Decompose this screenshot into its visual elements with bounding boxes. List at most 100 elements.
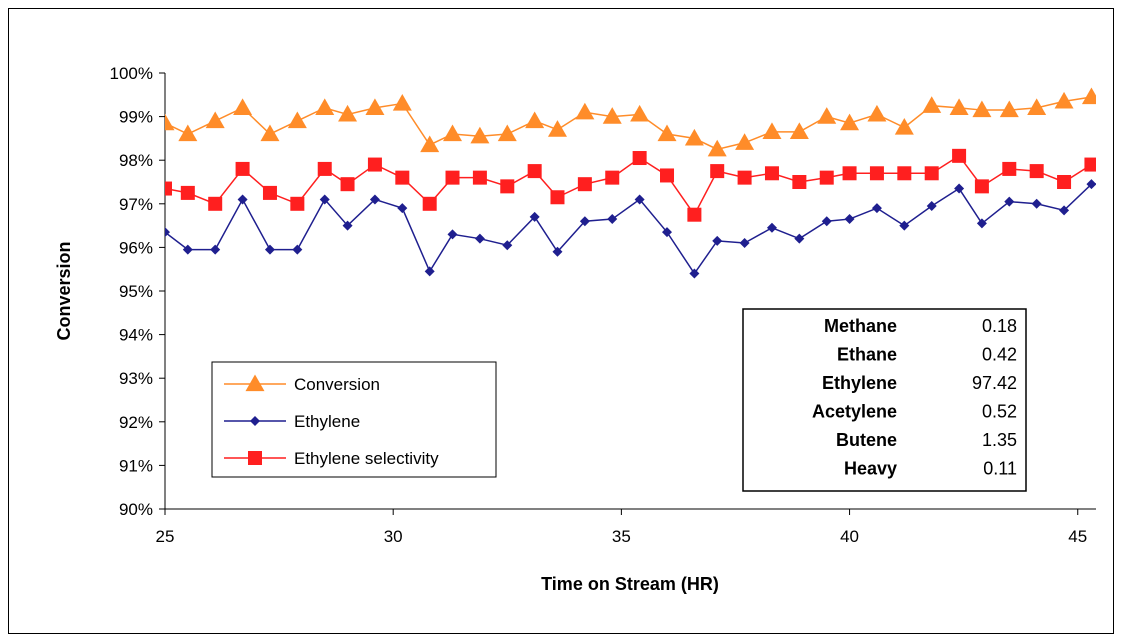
diamond-marker <box>552 246 563 257</box>
diamond-marker <box>474 233 485 244</box>
y-tick-label: 96% <box>119 238 153 257</box>
square-marker <box>527 164 542 179</box>
diamond-marker <box>1086 179 1096 190</box>
square-marker <box>1002 161 1017 176</box>
legend-item: Ethylene selectivity <box>224 449 439 468</box>
diamond-marker <box>529 211 540 222</box>
square-marker <box>165 181 172 196</box>
square-marker <box>422 196 437 211</box>
diamond-marker <box>689 268 700 279</box>
square-marker <box>792 175 807 189</box>
triangle-marker <box>245 374 265 392</box>
table-row: Ethylene 97.42 <box>822 373 1017 393</box>
series-line <box>165 95 1096 151</box>
square-marker <box>924 166 939 181</box>
series-conversion <box>165 85 1125 157</box>
legend-item: Ethylene <box>224 412 360 431</box>
triangle-marker <box>735 133 755 150</box>
legend-label: Ethylene selectivity <box>294 449 439 468</box>
legend-label: Ethylene <box>294 412 360 431</box>
y-tick-label: 94% <box>119 326 153 345</box>
diamond-marker <box>165 227 170 238</box>
square-marker <box>1084 157 1096 172</box>
table-row-label: Acetylene <box>812 402 897 422</box>
table-row: Butene 1.35 <box>836 430 1017 450</box>
triangle-marker <box>443 124 463 142</box>
y-tick-label: 92% <box>119 413 153 432</box>
diamond-marker <box>424 266 435 277</box>
table-row-value: 0.52 <box>982 402 1017 422</box>
table-row-value: 1.35 <box>982 430 1017 450</box>
y-tick-label: 97% <box>119 195 153 214</box>
diamond-marker <box>133 264 143 274</box>
y-axis-title: Conversion <box>54 241 74 340</box>
triangle-marker <box>949 98 969 116</box>
triangle-marker <box>867 104 887 122</box>
triangle-marker <box>315 98 335 116</box>
table-row-label: Ethylene <box>822 373 897 393</box>
diamond-marker <box>1059 205 1070 216</box>
legend: Conversion Ethylene Ethylene selectivity <box>211 361 497 478</box>
y-tick-label: 91% <box>119 456 153 475</box>
table-row-label: Ethane <box>837 345 897 365</box>
square-marker <box>340 177 355 192</box>
square-marker <box>290 196 305 211</box>
diamond-marker <box>1004 196 1015 207</box>
x-tick-label: 35 <box>612 527 631 546</box>
chart-frame <box>8 8 1114 634</box>
y-tick-label: 93% <box>119 369 153 388</box>
triangle-marker <box>817 107 837 124</box>
legend-label: Conversion <box>294 375 380 394</box>
diamond-marker <box>739 238 750 249</box>
table-row-label: Butene <box>836 430 897 450</box>
square-marker <box>262 185 277 200</box>
triangle-marker <box>684 128 704 146</box>
diamond-marker <box>502 240 513 251</box>
diamond-marker <box>397 203 408 214</box>
diamond-marker <box>766 222 777 233</box>
triangle-marker <box>392 94 412 111</box>
square-marker <box>550 190 565 205</box>
triangle-marker <box>205 111 225 129</box>
series-line <box>165 154 1096 217</box>
triangle-marker <box>338 104 358 122</box>
triangle-marker <box>1054 91 1074 109</box>
series-ethylene <box>133 179 1096 279</box>
diamond-marker <box>954 183 965 194</box>
series-line <box>165 183 1096 275</box>
x-axis-title: Time on Stream (HR) <box>541 574 719 594</box>
square-marker <box>764 166 779 181</box>
triangle-marker <box>657 124 677 142</box>
y-tick-label: 95% <box>119 282 153 301</box>
square-marker <box>952 148 967 163</box>
x-tick-label: 30 <box>384 527 403 546</box>
triangle-marker <box>497 124 517 142</box>
triangle-marker <box>999 100 1019 118</box>
triangle-marker <box>840 113 860 131</box>
diamond-marker <box>712 235 723 246</box>
table-row-label: Heavy <box>844 459 897 479</box>
diamond-marker <box>1031 198 1042 209</box>
square-marker <box>819 170 834 185</box>
square-marker <box>710 164 725 179</box>
square-marker <box>208 196 223 211</box>
triangle-marker <box>470 126 490 144</box>
square-marker <box>1029 164 1044 179</box>
table-row: Ethane 0.42 <box>837 345 1017 365</box>
diamond-marker <box>342 220 353 231</box>
diamond-marker <box>926 200 937 211</box>
triangle-marker <box>922 96 942 113</box>
y-tick-label: 100% <box>110 64 153 83</box>
diamond-marker <box>662 227 673 238</box>
triangle-marker <box>1109 85 1125 102</box>
triangle-marker <box>789 122 809 139</box>
table-row-label: Methane <box>824 316 897 336</box>
triangle-marker <box>1027 98 1047 116</box>
x-tick-label: 45 <box>1068 527 1087 546</box>
square-marker <box>605 170 620 185</box>
triangle-marker <box>165 113 175 131</box>
diamond-marker <box>447 229 458 240</box>
diamond-marker <box>250 416 260 426</box>
square-marker <box>395 170 410 185</box>
composition-table: Methane 0.18 Ethane 0.42 Ethylene 97.42 Acetyl… <box>742 308 1027 492</box>
